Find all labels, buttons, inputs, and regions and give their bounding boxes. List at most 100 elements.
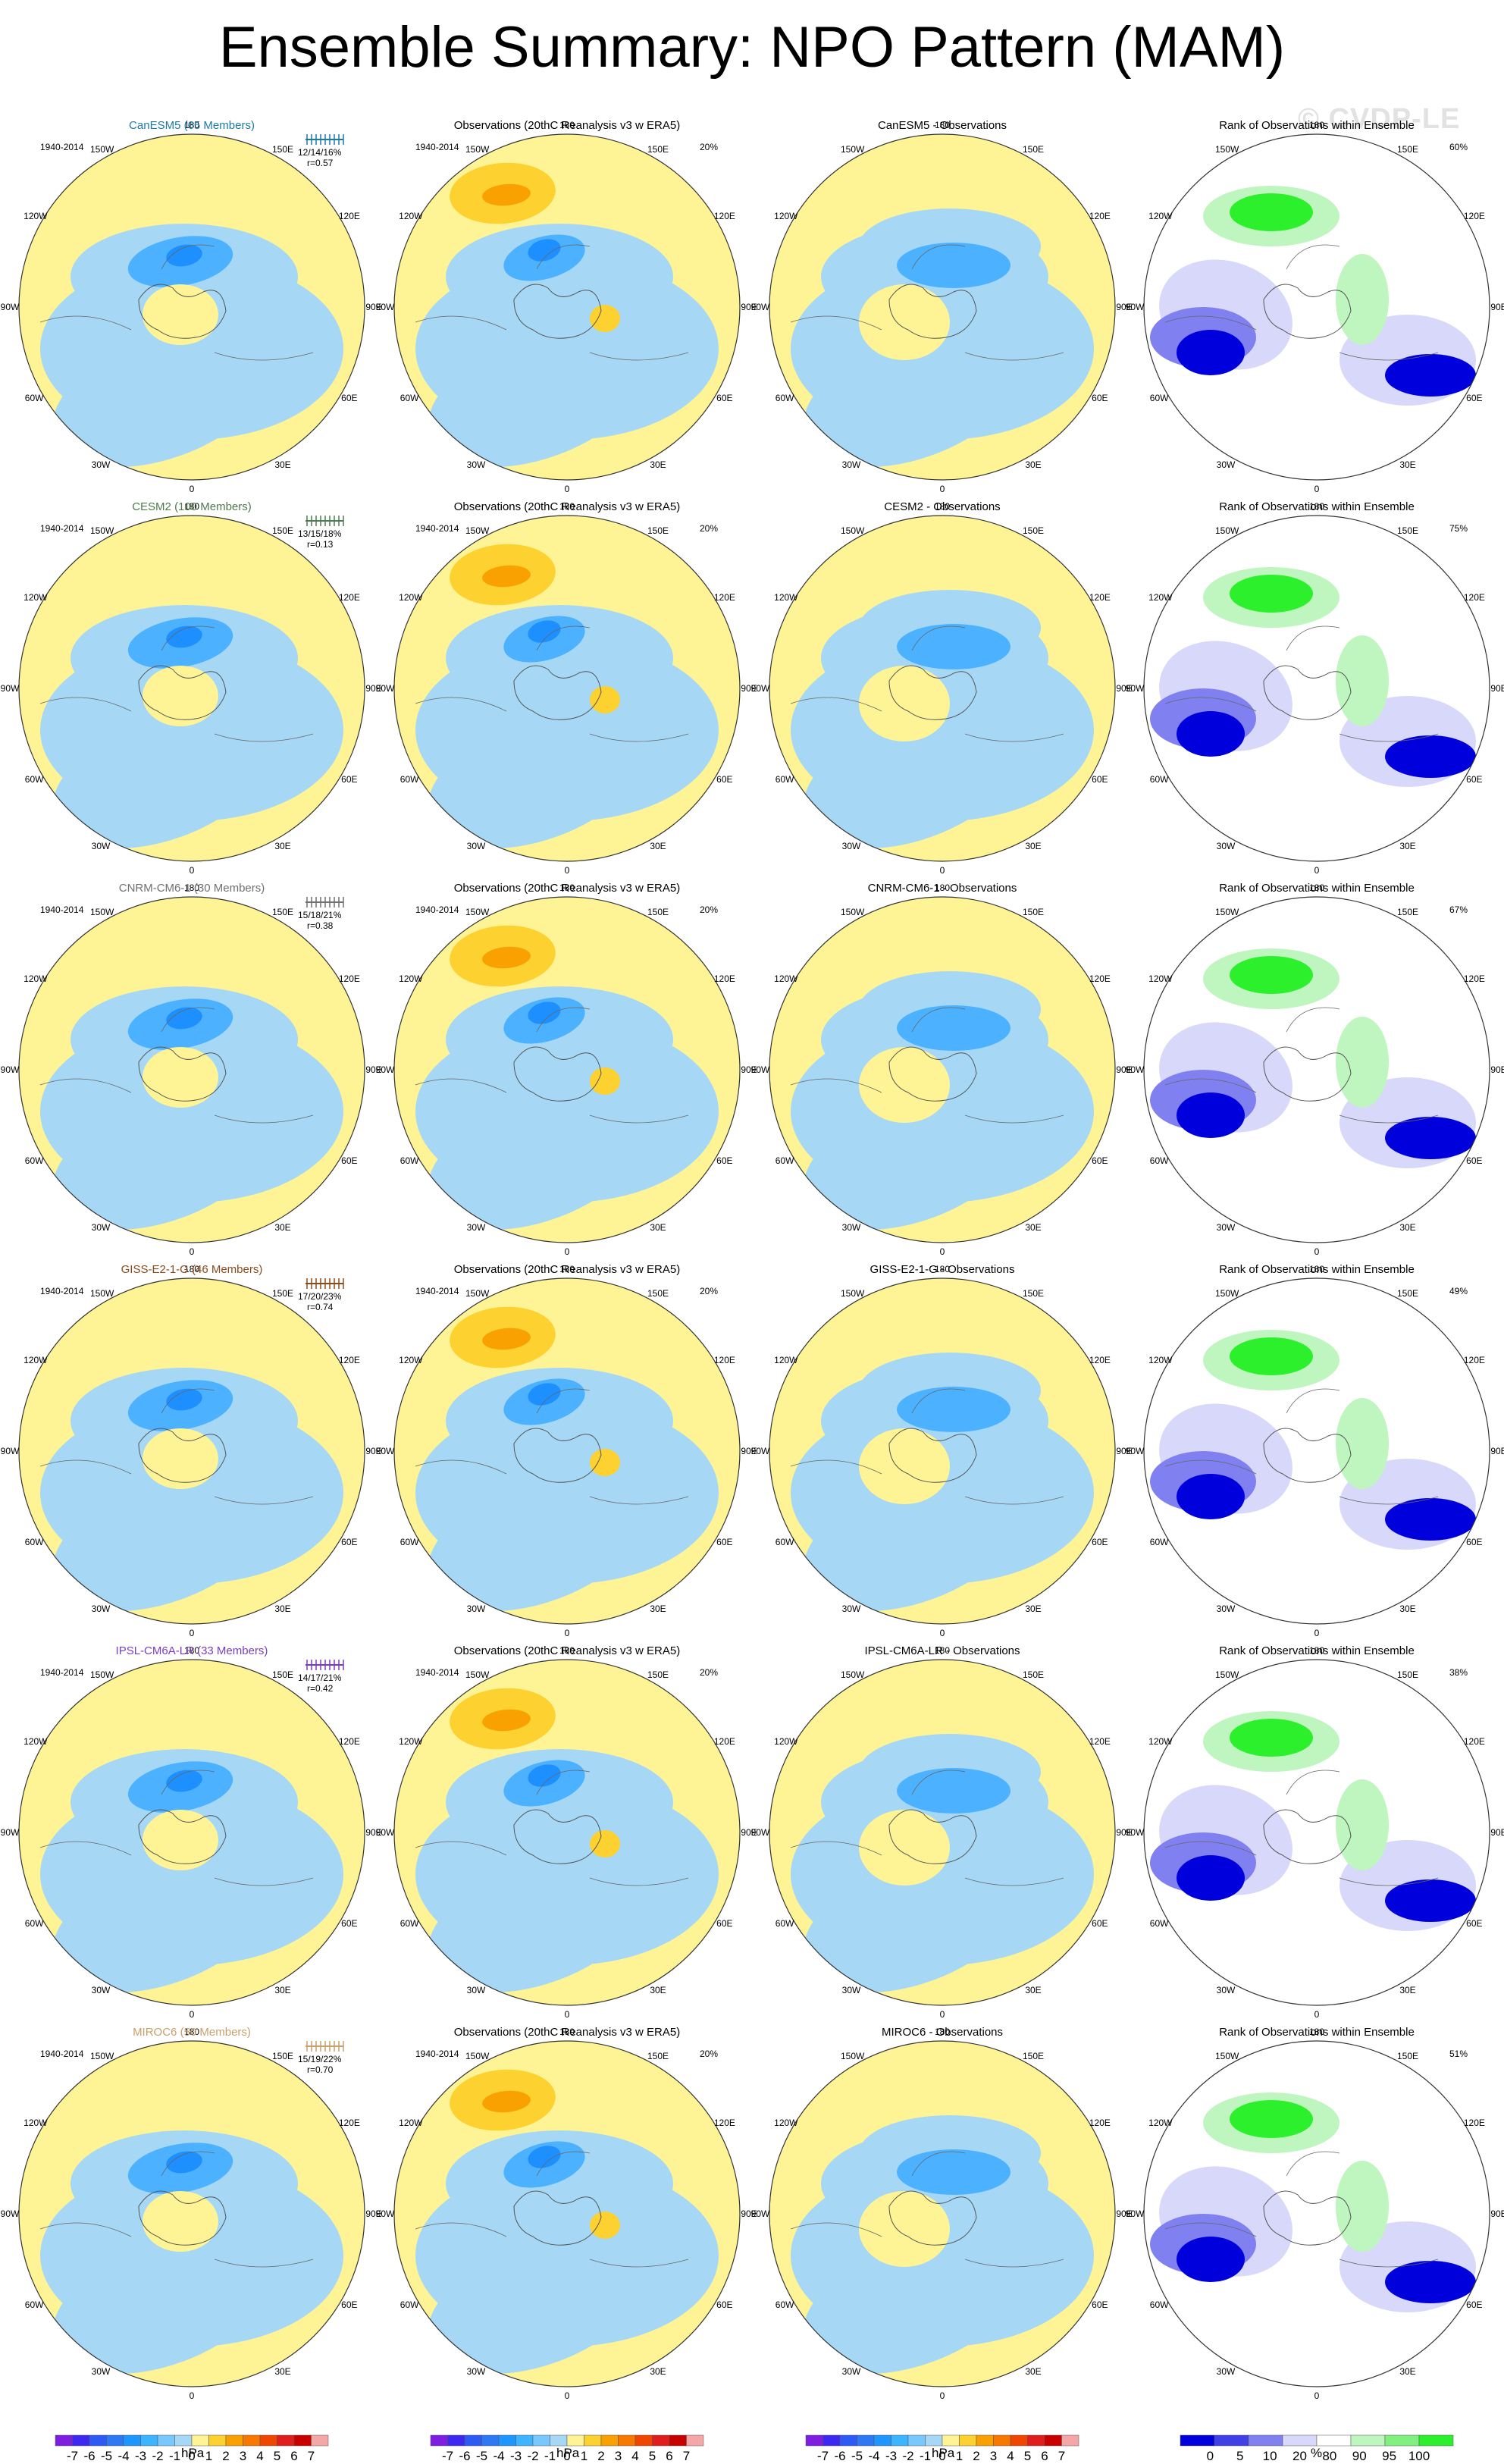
longitude-label: 150E [272, 144, 294, 155]
slp-colorbar-tick-label: -2 [902, 2449, 914, 2463]
longitude-label: 30W [91, 2365, 111, 2377]
longitude-label: 150W [465, 2051, 490, 2062]
negative-anomaly [52, 1854, 271, 1993]
slp-colorbar-swatch [634, 2434, 653, 2447]
longitude-label: 150E [647, 144, 669, 155]
longitude-label: 60E [1092, 774, 1108, 785]
longitude-label: 150W [841, 144, 865, 155]
longitude-label: 60W [1149, 1537, 1169, 1547]
slp-colorbar-swatch [515, 2434, 534, 2447]
slp-colorbar-tick-label: 4 [1007, 2449, 1014, 2463]
model-title: CanESM5 (65 Members) [129, 119, 255, 132]
longitude-label: 150W [465, 1288, 490, 1299]
longitude-label: 150E [1397, 1669, 1419, 1681]
rank-colorbar-tick-label: 80 [1322, 2449, 1337, 2463]
period-label: 1940-2014 [415, 1286, 459, 1296]
longitude-label: 30W [1216, 1221, 1236, 1233]
longitude-label: 90W [0, 683, 20, 694]
observations-title: Observations (20thC Reanalysis v3 w ERA5… [453, 882, 681, 895]
coastline [790, 1388, 1064, 1505]
ensemble-stats: 14/17/21% [298, 1672, 342, 1683]
slp-colorbar-swatch [481, 2434, 500, 2447]
positive-anomaly [590, 686, 620, 713]
longitude-label: 180 [559, 2027, 575, 2037]
longitude-label: 30W [466, 459, 486, 470]
negative-anomaly [446, 1749, 673, 1855]
coastline [1164, 244, 1439, 361]
longitude-label: 90W [0, 302, 20, 312]
rank-cell [1177, 1855, 1245, 1901]
longitude-label: 0 [939, 2390, 945, 2401]
longitude-label: 150E [1023, 2051, 1045, 2062]
map-panel-1-4 [1144, 134, 1490, 480]
slp-colorbar-tick-label: -5 [475, 2449, 488, 2463]
longitude-label: 30W [1216, 2365, 1236, 2377]
model-title: CNRM-CM6-1 (30 Members) [118, 882, 265, 895]
negative-anomaly [446, 1368, 673, 1474]
slp-colorbar-swatch [566, 2434, 584, 2447]
longitude-label: 90E [365, 683, 382, 694]
ensemble-stats: 13/15/18% [298, 528, 342, 539]
longitude-label: 0 [564, 865, 570, 876]
longitude-label: 150W [465, 525, 490, 537]
difference-title: CanESM5 - Observations [877, 119, 1007, 132]
longitude-label: 30W [841, 1221, 861, 1233]
period-label: 1940-2014 [415, 2049, 459, 2059]
longitude-label: 150W [1215, 1669, 1239, 1681]
slp-colorbar-tick-label: -4 [868, 2449, 880, 2463]
longitude-label: 120W [399, 2118, 423, 2128]
longitude-label: 120W [399, 592, 423, 603]
map-panel-5-2 [394, 1660, 740, 2005]
longitude-label: 60W [1149, 774, 1169, 785]
longitude-label: 90E [365, 2209, 382, 2219]
rank-title: Rank of Observations within Ensemble [1219, 882, 1415, 895]
longitude-label: 60E [716, 1918, 733, 1929]
longitude-label: 60E [341, 1918, 358, 1929]
longitude-label: 30W [841, 459, 861, 470]
longitude-label: 30E [1399, 1984, 1416, 1995]
coastline [790, 244, 1064, 361]
longitude-label: 90E [365, 1064, 382, 1075]
slp-colorbar-swatch [157, 2434, 175, 2447]
rank-cell [1230, 2100, 1313, 2138]
longitude-label: 150E [1023, 1669, 1045, 1681]
rank-cell [1230, 193, 1313, 231]
longitude-label: 30W [841, 1603, 861, 1614]
rank-cell [1336, 1779, 1389, 1870]
negative-anomaly [428, 328, 646, 468]
longitude-label: 120E [1463, 592, 1485, 603]
rank-percentage: 51% [1449, 2049, 1468, 2059]
slp-colorbar-swatch [106, 2434, 124, 2447]
longitude-label: 60E [1466, 774, 1483, 785]
longitude-label: 90E [741, 683, 757, 694]
slp-colorbar-tick-label: 6 [290, 2449, 298, 2463]
slp-colorbar-tick-label: 7 [682, 2449, 691, 2463]
negative-anomaly [166, 625, 202, 648]
negative-anomaly [528, 239, 561, 262]
coastline [1164, 1007, 1439, 1124]
coastline [1164, 1388, 1439, 1505]
longitude-label: 150E [272, 1669, 294, 1681]
longitude-label: 150E [272, 1288, 294, 1299]
coastline [888, 2190, 977, 2246]
longitude-label: 30W [1216, 459, 1236, 470]
longitude-label: 90E [1490, 683, 1504, 694]
slp-colorbar-tick-label: 0 [938, 2449, 946, 2463]
ensemble-stats: 17/20/23% [298, 1291, 342, 1302]
coastline [415, 1770, 689, 1886]
coastline [39, 625, 314, 742]
longitude-label: 180 [1308, 501, 1325, 512]
longitude-label: 60E [341, 2299, 358, 2310]
negative-anomaly [166, 1388, 202, 1411]
slp-colorbar-tick-label: -7 [816, 2449, 829, 2463]
longitude-label: 150W [465, 907, 490, 918]
longitude-label: 90E [741, 2209, 757, 2219]
longitude-label: 90W [375, 1064, 395, 1075]
slp-colorbar-tick-label: 2 [222, 2449, 230, 2463]
longitude-label: 150W [465, 1669, 490, 1681]
longitude-label: 30E [650, 1221, 666, 1233]
period-label: 1940-2014 [415, 523, 459, 534]
period-label: 1940-2014 [40, 2049, 84, 2059]
slp-colorbar-swatch [1044, 2434, 1062, 2447]
ensemble-stats: 15/19/22% [298, 2054, 342, 2064]
